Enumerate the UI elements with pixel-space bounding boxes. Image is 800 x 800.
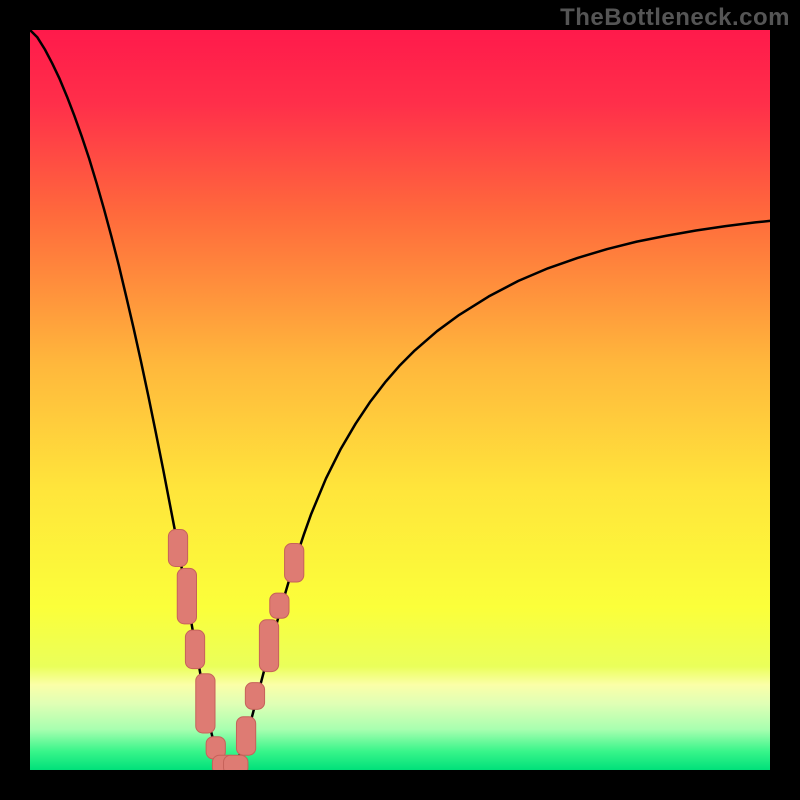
series-marker <box>259 620 278 672</box>
series-marker <box>168 530 187 567</box>
series-marker <box>196 674 215 733</box>
bottleneck-chart <box>30 30 770 770</box>
series-marker <box>285 544 304 582</box>
series-marker <box>224 755 248 770</box>
watermark-text: TheBottleneck.com <box>560 4 790 32</box>
series-marker <box>185 630 204 668</box>
series-marker <box>245 683 264 710</box>
series-marker <box>270 593 289 618</box>
series-marker <box>177 568 196 624</box>
series-marker <box>236 717 255 755</box>
chart-background <box>30 30 770 770</box>
